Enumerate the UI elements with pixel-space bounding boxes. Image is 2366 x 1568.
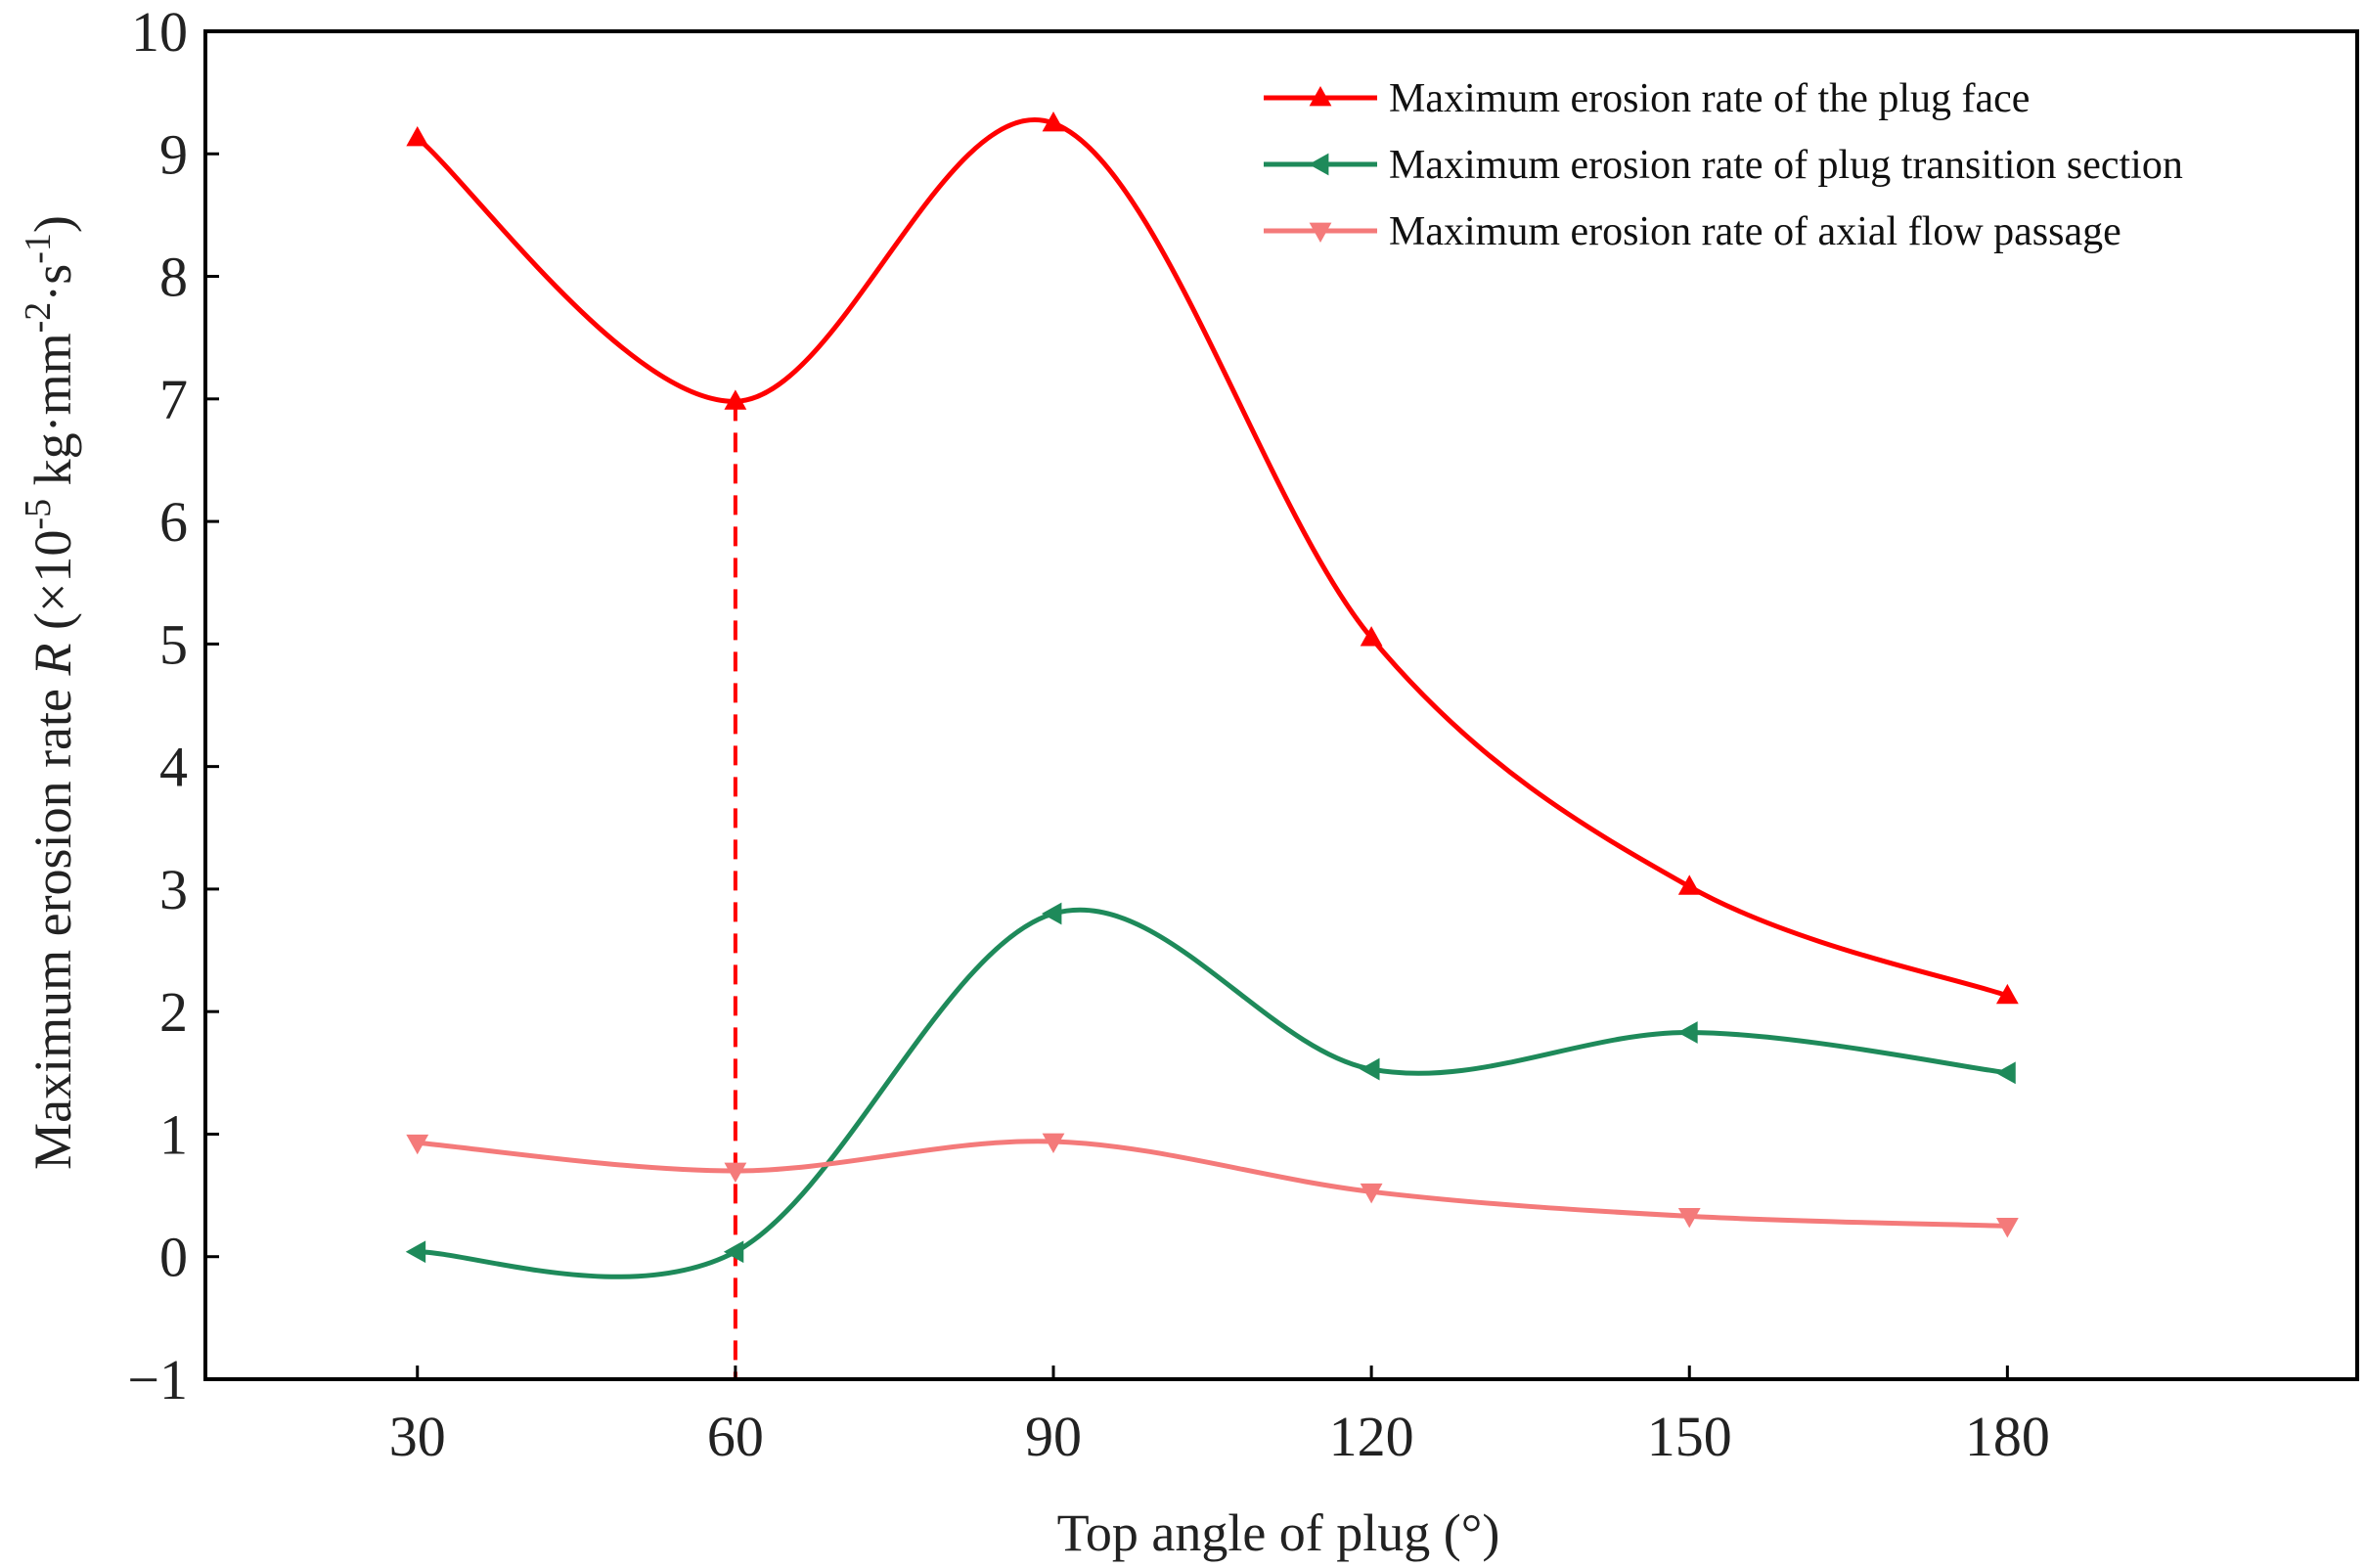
data-point-marker [1041, 902, 1062, 925]
data-point-marker [723, 1240, 744, 1264]
x-tick-label: 90 [1025, 1405, 1082, 1468]
data-point-marker [1042, 1133, 1065, 1153]
data-point-marker [1677, 1207, 1701, 1229]
data-point-marker [406, 1134, 429, 1155]
data-point-marker [1360, 626, 1383, 647]
y-axis-title-exp-1: -5 [18, 499, 59, 530]
y-tick-label: 4 [159, 736, 188, 799]
series-1 [406, 111, 2019, 1005]
data-point-marker [1995, 1218, 2019, 1238]
legend-swatch-marker [1309, 153, 1329, 176]
legend-item: Maximum erosion rate of plug transition … [1264, 143, 2183, 188]
y-axis-title: Maximum erosion rate R (×10-5 kg·mm-2·s-… [18, 215, 82, 1170]
y-axis-title-unit-mid: kg·mm [23, 333, 82, 499]
legend-item: Maximum erosion rate of the plug face [1264, 76, 2030, 121]
y-tick-label: 6 [159, 490, 188, 554]
y-tick-label: −1 [127, 1348, 188, 1411]
y-tick-label: 7 [159, 368, 188, 431]
data-point-marker [1360, 1057, 1380, 1081]
plot-frame [203, 29, 2359, 1381]
y-tick-label: 3 [159, 858, 188, 921]
legend-swatch-marker [1309, 86, 1332, 107]
x-tick-label: 60 [707, 1405, 764, 1468]
legend-label: Maximum erosion rate of axial flow passa… [1389, 209, 2121, 254]
series-3 [406, 1133, 2019, 1238]
y-axis-title-unit-open: (×10 [23, 530, 82, 644]
x-tick-label: 150 [1647, 1405, 1732, 1468]
y-axis-title-symbol: R [23, 644, 82, 677]
data-point-marker [1677, 1021, 1698, 1044]
data-point-marker [1360, 1183, 1383, 1204]
series-layer [405, 111, 2019, 1279]
x-tick-label: 180 [1965, 1405, 2050, 1468]
y-axis-ticks: −1 0 1 2 3 4 5 6 7 8 9 10 [127, 0, 219, 1411]
legend-label: Maximum erosion rate of the plug face [1389, 76, 2030, 121]
y-tick-label: 10 [131, 0, 188, 64]
y-axis-title-unit-mid-2: ·s [23, 264, 82, 302]
x-axis-ticks: 30 60 90 120 150 180 [389, 1366, 2050, 1468]
data-point-marker [724, 1162, 747, 1184]
x-axis-title: Top angle of plug (°) [1057, 1503, 1500, 1562]
y-tick-label: 1 [159, 1102, 188, 1166]
y-axis-title-exp-2: -2 [18, 302, 59, 334]
x-tick-label: 120 [1329, 1405, 1414, 1468]
legend-label: Maximum erosion rate of plug transition … [1389, 143, 2183, 188]
data-point-marker [1042, 111, 1065, 132]
y-tick-label: 8 [159, 246, 188, 309]
series-line [417, 1139, 2008, 1229]
axes [203, 29, 2359, 1381]
data-point-marker [1995, 1061, 2016, 1085]
y-axis-title-prefix: Maximum erosion rate [23, 676, 82, 1170]
y-tick-label: 0 [159, 1226, 188, 1289]
legend: Maximum erosion rate of the plug face Max… [1264, 76, 2183, 254]
y-axis-title-unit-close: ) [23, 215, 82, 233]
data-point-marker [1995, 983, 2019, 1005]
data-point-marker [405, 1240, 426, 1264]
series-line [417, 907, 2008, 1279]
data-point-marker [724, 389, 747, 410]
x-tick-label: 30 [389, 1405, 446, 1468]
series-2 [405, 902, 2016, 1279]
y-tick-label: 9 [159, 122, 188, 186]
data-point-marker [1677, 874, 1701, 895]
y-tick-label: 5 [159, 612, 188, 676]
y-tick-label: 2 [159, 980, 188, 1044]
data-point-marker [406, 125, 429, 147]
legend-item: Maximum erosion rate of axial flow passa… [1264, 209, 2121, 254]
legend-swatch-marker [1309, 222, 1332, 243]
y-axis-title-exp-3: -1 [18, 233, 59, 264]
